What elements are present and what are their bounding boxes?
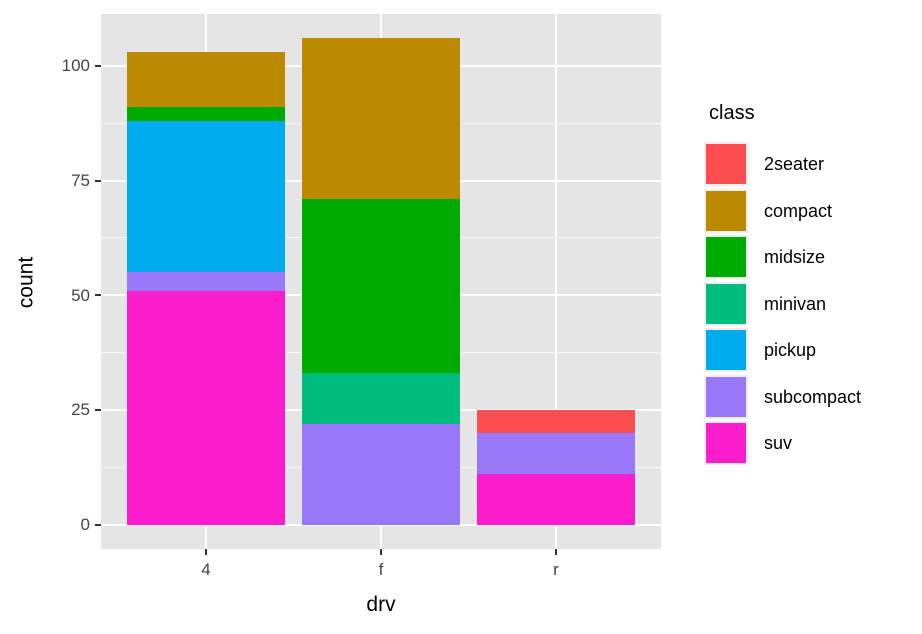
legend-label-midsize: midsize (764, 247, 826, 267)
y-tick-label: 50 (71, 285, 90, 305)
legend-key-pickup (704, 328, 748, 372)
y-tick-label: 75 (71, 171, 90, 191)
y-axis-title: count (14, 256, 38, 308)
y-tick-mark (95, 64, 101, 67)
y-tick-mark (95, 523, 101, 526)
bar-segment-4-compact (127, 52, 285, 108)
legend-key-2seater (704, 142, 748, 186)
legend-swatch-subcompact (706, 376, 746, 417)
x-tick-mark (555, 549, 557, 555)
legend-key-midsize (704, 235, 748, 279)
y-tick-label: 0 (80, 515, 90, 535)
legend-label-suv: suv (764, 433, 793, 453)
legend-swatch-compact (706, 190, 746, 231)
bar-segment-f-subcompact (302, 423, 460, 525)
bar-segment-4-midsize (127, 107, 285, 121)
bar-segment-f-compact (302, 38, 460, 199)
legend-swatch-2seater (706, 144, 746, 184)
legend-label-2seater: 2seater (764, 154, 825, 174)
y-tick-label: 100 (61, 56, 90, 76)
bar-segment-r-subcompact (477, 432, 635, 475)
legend-label-subcompact: subcompact (764, 386, 862, 407)
horizontal-major-gridline (101, 523, 661, 526)
legend-label-compact: compact (764, 200, 833, 221)
bar-segment-f-midsize (302, 198, 460, 374)
bar-segment-4-pickup (127, 120, 285, 273)
y-tick-mark (95, 294, 101, 297)
legend-label-pickup: pickup (764, 340, 817, 360)
legend-key-subcompact (704, 374, 748, 419)
y-tick-mark (95, 408, 101, 411)
bar-segment-r-2seater (477, 409, 635, 433)
x-tick-label: f (378, 560, 384, 579)
x-tick-label: r (553, 560, 559, 579)
vertical-major-gridline (555, 14, 557, 549)
x-tick-mark (380, 549, 382, 555)
legend-swatch-midsize (706, 237, 746, 277)
legend-title: class (709, 102, 755, 124)
bar-segment-4-suv (127, 290, 285, 525)
bar-segment-f-minivan (302, 373, 460, 424)
legend-label-minivan: minivan (764, 293, 827, 314)
legend-swatch-pickup (706, 330, 746, 370)
y-tick-mark (95, 179, 101, 182)
x-axis-title: drv (366, 593, 396, 616)
bar-segment-4-subcompact (127, 272, 285, 291)
legend-key-suv (704, 421, 748, 465)
legend-swatch-minivan (706, 283, 746, 324)
legend-key-minivan (704, 281, 748, 326)
x-tick-mark (205, 549, 207, 555)
y-tick-label: 25 (71, 400, 90, 420)
x-tick-label: 4 (201, 560, 211, 579)
legend-key-compact (704, 188, 748, 233)
legend-swatch-suv (706, 423, 746, 463)
bar-segment-r-suv (477, 474, 635, 525)
